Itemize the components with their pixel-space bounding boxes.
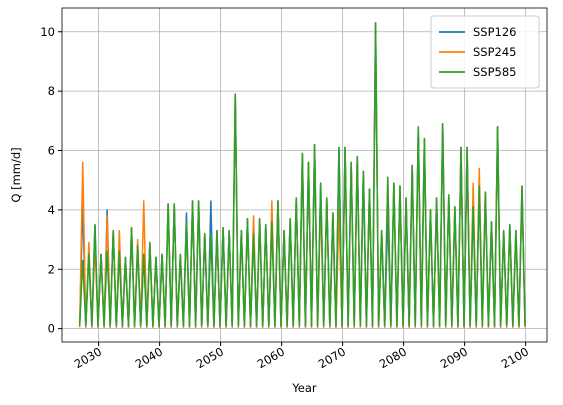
x-tick-label: 2040	[133, 344, 165, 371]
x-tick-label: 2090	[438, 344, 470, 371]
y-tick-label: 4	[48, 203, 55, 217]
x-tick-label: 2060	[255, 344, 287, 371]
x-tick-label: 2050	[194, 344, 226, 371]
line	[78, 22, 526, 327]
legend-label: SSP585	[473, 65, 516, 79]
legend: SSP126 SSP245 SSP585	[430, 15, 540, 89]
x-tick-label: 2100	[499, 344, 531, 371]
y-tick-label: 2	[48, 262, 55, 276]
legend-label: SSP126	[473, 25, 516, 39]
x-tick-label: 2080	[377, 344, 409, 371]
y-tick-label: 10	[40, 25, 55, 39]
legend-box	[430, 15, 540, 89]
x-axis-label: Year	[291, 381, 317, 395]
legend-label: SSP245	[473, 45, 516, 59]
x-tick-label: 2030	[72, 344, 104, 371]
y-tick-label: 8	[48, 84, 55, 98]
y-tick-label: 6	[48, 144, 55, 158]
y-tick-label: 0	[48, 322, 55, 336]
x-tick-label: 2070	[316, 344, 348, 371]
plot-frame	[61, 7, 548, 343]
y-axis-label: Q [mm/d]	[9, 147, 23, 202]
